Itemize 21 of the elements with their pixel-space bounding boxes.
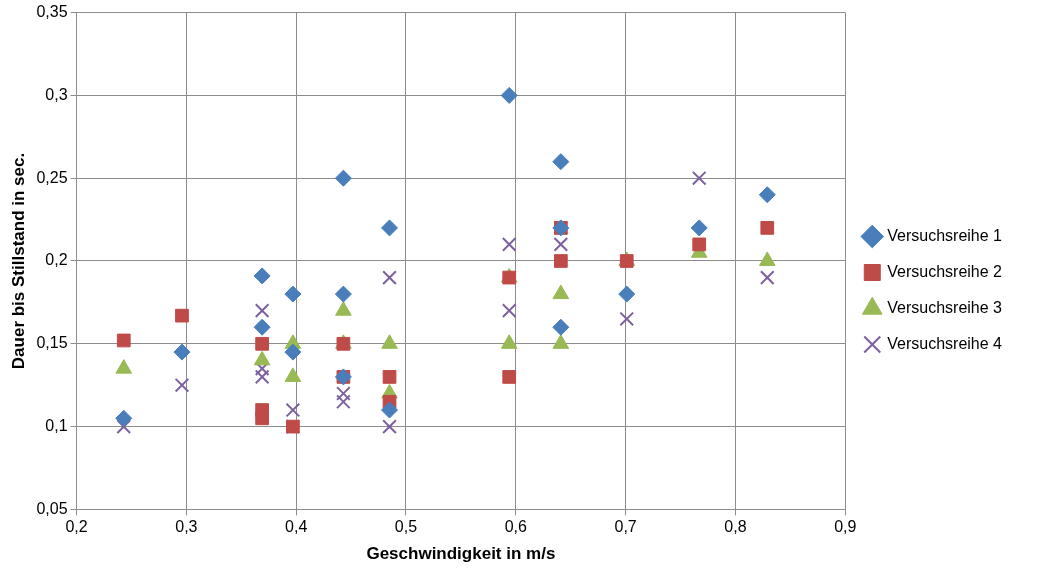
x-tick-label: 0,8 bbox=[724, 518, 747, 536]
x-tick-label: 0,7 bbox=[614, 518, 637, 536]
legend-label: Versuchsreihe 4 bbox=[887, 334, 1003, 352]
x-tick-label: 0,5 bbox=[394, 518, 418, 536]
y-tick-label: 0,15 bbox=[36, 334, 68, 352]
y-tick-label: 0,25 bbox=[36, 168, 68, 186]
y-tick-label: 0,35 bbox=[36, 3, 68, 21]
x-tick-label: 0,4 bbox=[285, 518, 308, 536]
y-tick-label: 0,3 bbox=[45, 85, 68, 103]
y-tick-label: 0,2 bbox=[45, 251, 68, 269]
legend-label: Versuchsreihe 3 bbox=[887, 298, 1003, 316]
legend-label: Versuchsreihe 1 bbox=[887, 226, 1003, 244]
x-tick-label: 0,9 bbox=[834, 518, 857, 536]
legend-label: Versuchsreihe 2 bbox=[887, 262, 1003, 280]
y-tick-label: 0,05 bbox=[36, 499, 68, 517]
x-tick-label: 0,6 bbox=[504, 518, 528, 536]
y-tick-label: 0,1 bbox=[45, 417, 68, 435]
x-tick-label: 0,3 bbox=[175, 518, 198, 536]
x-tick-label: 0,2 bbox=[65, 518, 88, 536]
x-axis-title: Geschwindigkeit in m/s bbox=[366, 544, 556, 564]
y-axis-title: Dauer bis Stillstand in sec. bbox=[8, 152, 28, 370]
